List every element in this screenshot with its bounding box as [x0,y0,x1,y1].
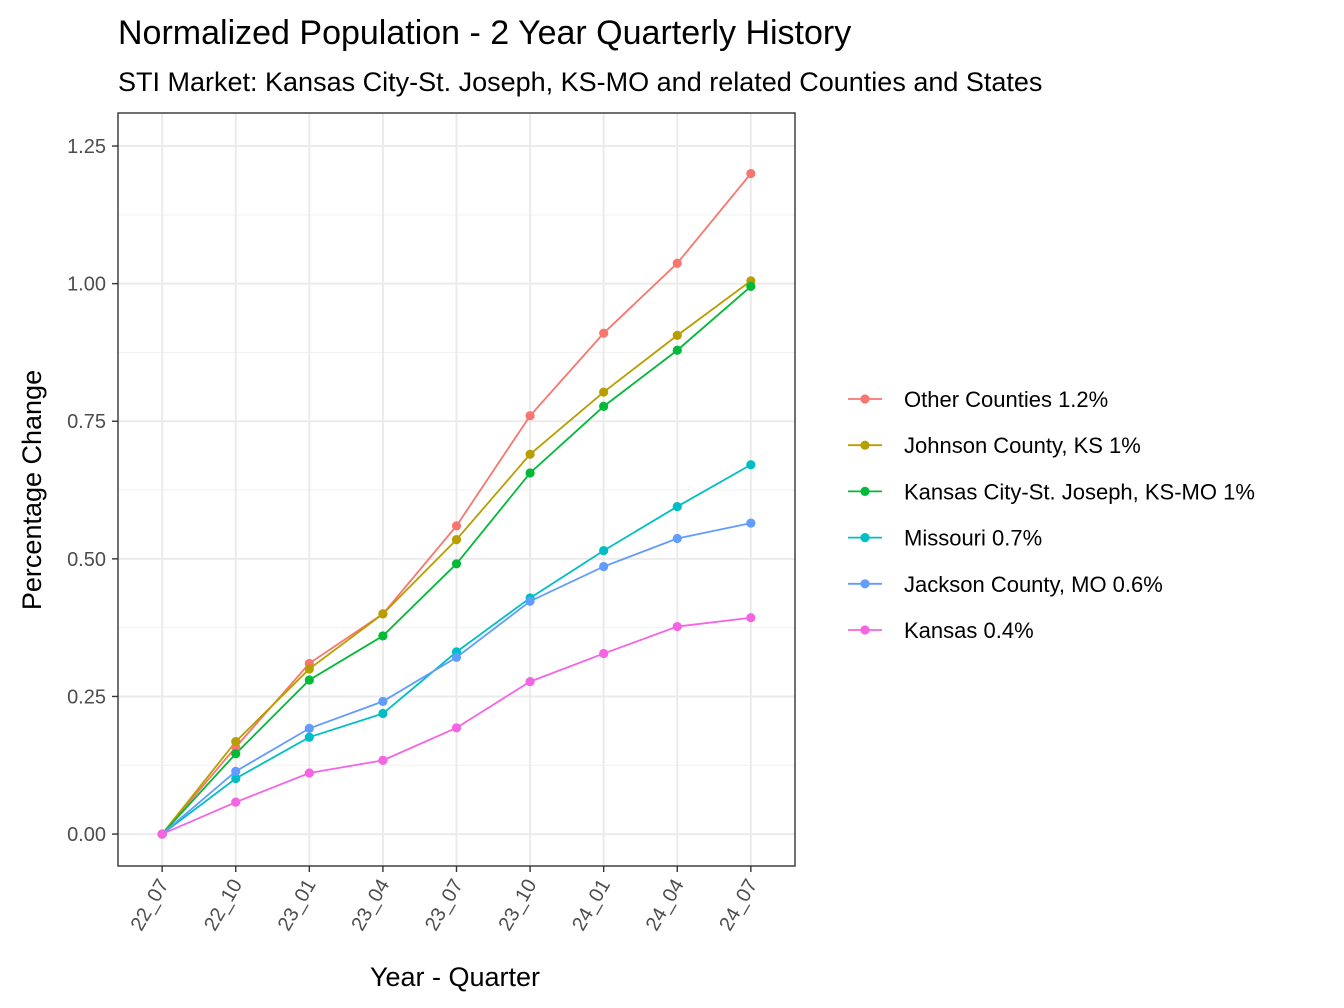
data-point [599,545,609,556]
legend-item: Johnson County, KS 1% [848,433,1141,458]
data-point [304,768,314,778]
data-point [231,749,241,759]
legend-key-point [860,440,870,450]
x-axis: 22_07 22_10 23_01 23_04 23_07 23_10 24_01 24_04… [127,866,762,935]
x-tick-label: 23_01 [274,876,321,935]
data-point [451,521,462,531]
data-point [746,518,756,528]
chart-subtitle: STI Market: Kansas City-St. Joseph, KS-M… [118,67,1042,97]
x-axis-title: Year - Quarter [370,962,540,992]
x-tick-label: 24_07 [715,876,762,935]
data-point [746,460,756,470]
legend-label: Other Counties 1.2% [904,387,1108,412]
data-point [231,737,241,747]
data-point [599,401,609,411]
y-tick-label: 0.75 [67,411,106,433]
data-point [378,708,388,719]
y-tick-label: 0.25 [67,686,106,708]
data-point [672,258,682,268]
data-point [599,387,609,397]
plot-area [117,112,796,867]
legend-item: Missouri 0.7% [848,526,1042,551]
data-point [525,596,535,606]
legend-key-point [860,394,870,404]
x-tick-label: 23_04 [347,876,394,935]
legend-item: Kansas 0.4% [848,618,1034,643]
x-tick-label: 22_07 [127,876,174,935]
legend-item: Other Counties 1.2% [848,387,1108,412]
x-tick-label: 24_04 [642,876,689,935]
data-point [672,501,682,512]
legend-key-point [860,579,870,589]
legend-key-point [860,625,870,635]
legend-key-point [860,486,870,496]
data-point [231,773,241,784]
data-point [746,613,756,623]
data-point [451,559,462,569]
data-point [599,328,609,338]
chart-title: Normalized Population - 2 Year Quarterly… [118,14,851,52]
data-point [157,829,167,839]
y-tick-label: 1.00 [67,274,106,296]
y-tick-label: 0.50 [67,549,106,571]
legend-label: Kansas City-St. Joseph, KS-MO 1% [904,479,1255,504]
data-point [304,675,314,685]
legend-label: Jackson County, MO 0.6% [904,572,1163,597]
legend-item: Jackson County, MO 0.6% [848,572,1163,597]
x-tick-label: 22_10 [200,876,247,935]
y-axis-title: Percentage Change [17,370,47,610]
data-point [672,345,682,355]
x-tick-label: 23_07 [421,876,468,935]
data-point [304,732,314,742]
data-point [599,648,609,659]
data-point [746,168,756,179]
data-point [451,534,462,545]
data-point [525,468,535,478]
legend-item: Kansas City-St. Joseph, KS-MO 1% [848,479,1255,504]
data-point [378,631,388,641]
data-point [672,330,682,340]
data-point [525,677,535,687]
major-gridlines [118,113,795,866]
legend-label: Kansas 0.4% [904,618,1034,643]
series-points [157,168,756,839]
data-point [304,723,314,733]
legend-label: Missouri 0.7% [904,526,1042,551]
data-point [746,281,756,291]
data-point [525,411,535,421]
data-point [378,755,388,765]
data-point [231,766,241,776]
y-tick-label: 1.25 [67,136,106,158]
legend: Other Counties 1.2% Johnson County, KS 1%… [848,387,1255,643]
data-point [231,797,241,807]
data-point [672,533,682,544]
data-point [672,621,682,632]
legend-key-point [860,533,870,543]
y-tick-label: 0.00 [67,824,106,846]
data-point [304,664,314,674]
data-point [451,652,462,662]
legend-label: Johnson County, KS 1% [904,433,1141,458]
x-tick-label: 23_10 [495,876,542,935]
x-tick-label: 24_01 [568,876,615,935]
y-axis: 0.00 0.25 0.50 0.75 1.00 1.25 [67,136,118,846]
data-point [525,449,535,459]
data-point [378,609,388,619]
data-point [378,696,388,707]
data-point [599,561,609,572]
data-point [451,723,462,733]
